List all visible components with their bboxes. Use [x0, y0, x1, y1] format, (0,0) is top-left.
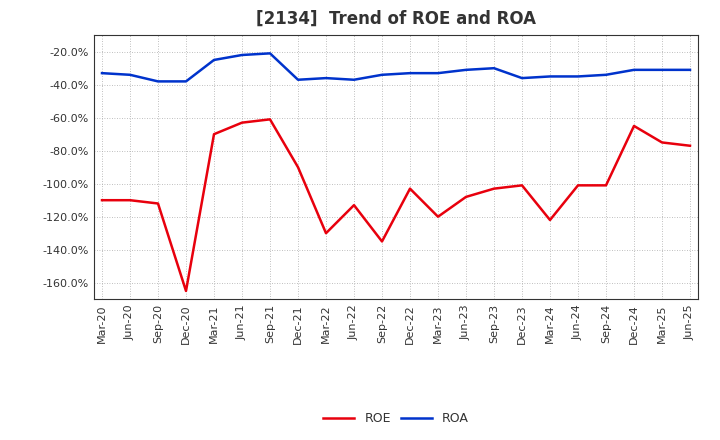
Legend: ROE, ROA: ROE, ROA: [318, 407, 474, 430]
ROA: [433, 70, 442, 76]
ROE: [322, 231, 330, 236]
ROE: [378, 239, 387, 244]
ROA: [574, 74, 582, 79]
ROA: [153, 79, 162, 84]
ROA: [210, 57, 218, 62]
ROE: [602, 183, 611, 188]
ROA: [602, 72, 611, 77]
ROE: [210, 132, 218, 137]
ROA: [98, 70, 107, 76]
ROA: [266, 51, 274, 56]
Line: ROA: ROA: [102, 53, 690, 81]
ROE: [433, 214, 442, 220]
ROA: [518, 76, 526, 81]
ROE: [238, 120, 246, 125]
ROE: [98, 198, 107, 203]
ROE: [126, 198, 135, 203]
ROE: [685, 143, 694, 148]
ROA: [322, 76, 330, 81]
ROA: [490, 66, 498, 71]
ROE: [294, 165, 302, 170]
ROA: [462, 67, 470, 73]
ROE: [266, 117, 274, 122]
ROE: [405, 186, 414, 191]
ROA: [294, 77, 302, 82]
ROA: [630, 67, 639, 73]
Title: [2134]  Trend of ROE and ROA: [2134] Trend of ROE and ROA: [256, 10, 536, 28]
ROA: [657, 67, 666, 73]
ROE: [350, 202, 359, 208]
ROA: [546, 74, 554, 79]
ROE: [657, 140, 666, 145]
ROA: [238, 52, 246, 58]
ROE: [490, 186, 498, 191]
Line: ROE: ROE: [102, 119, 690, 291]
ROA: [685, 67, 694, 73]
ROA: [405, 70, 414, 76]
ROA: [350, 77, 359, 82]
ROA: [126, 72, 135, 77]
ROE: [546, 217, 554, 223]
ROE: [518, 183, 526, 188]
ROA: [181, 79, 190, 84]
ROE: [181, 288, 190, 293]
ROE: [574, 183, 582, 188]
ROA: [378, 72, 387, 77]
ROE: [153, 201, 162, 206]
ROE: [630, 123, 639, 128]
ROE: [462, 194, 470, 200]
